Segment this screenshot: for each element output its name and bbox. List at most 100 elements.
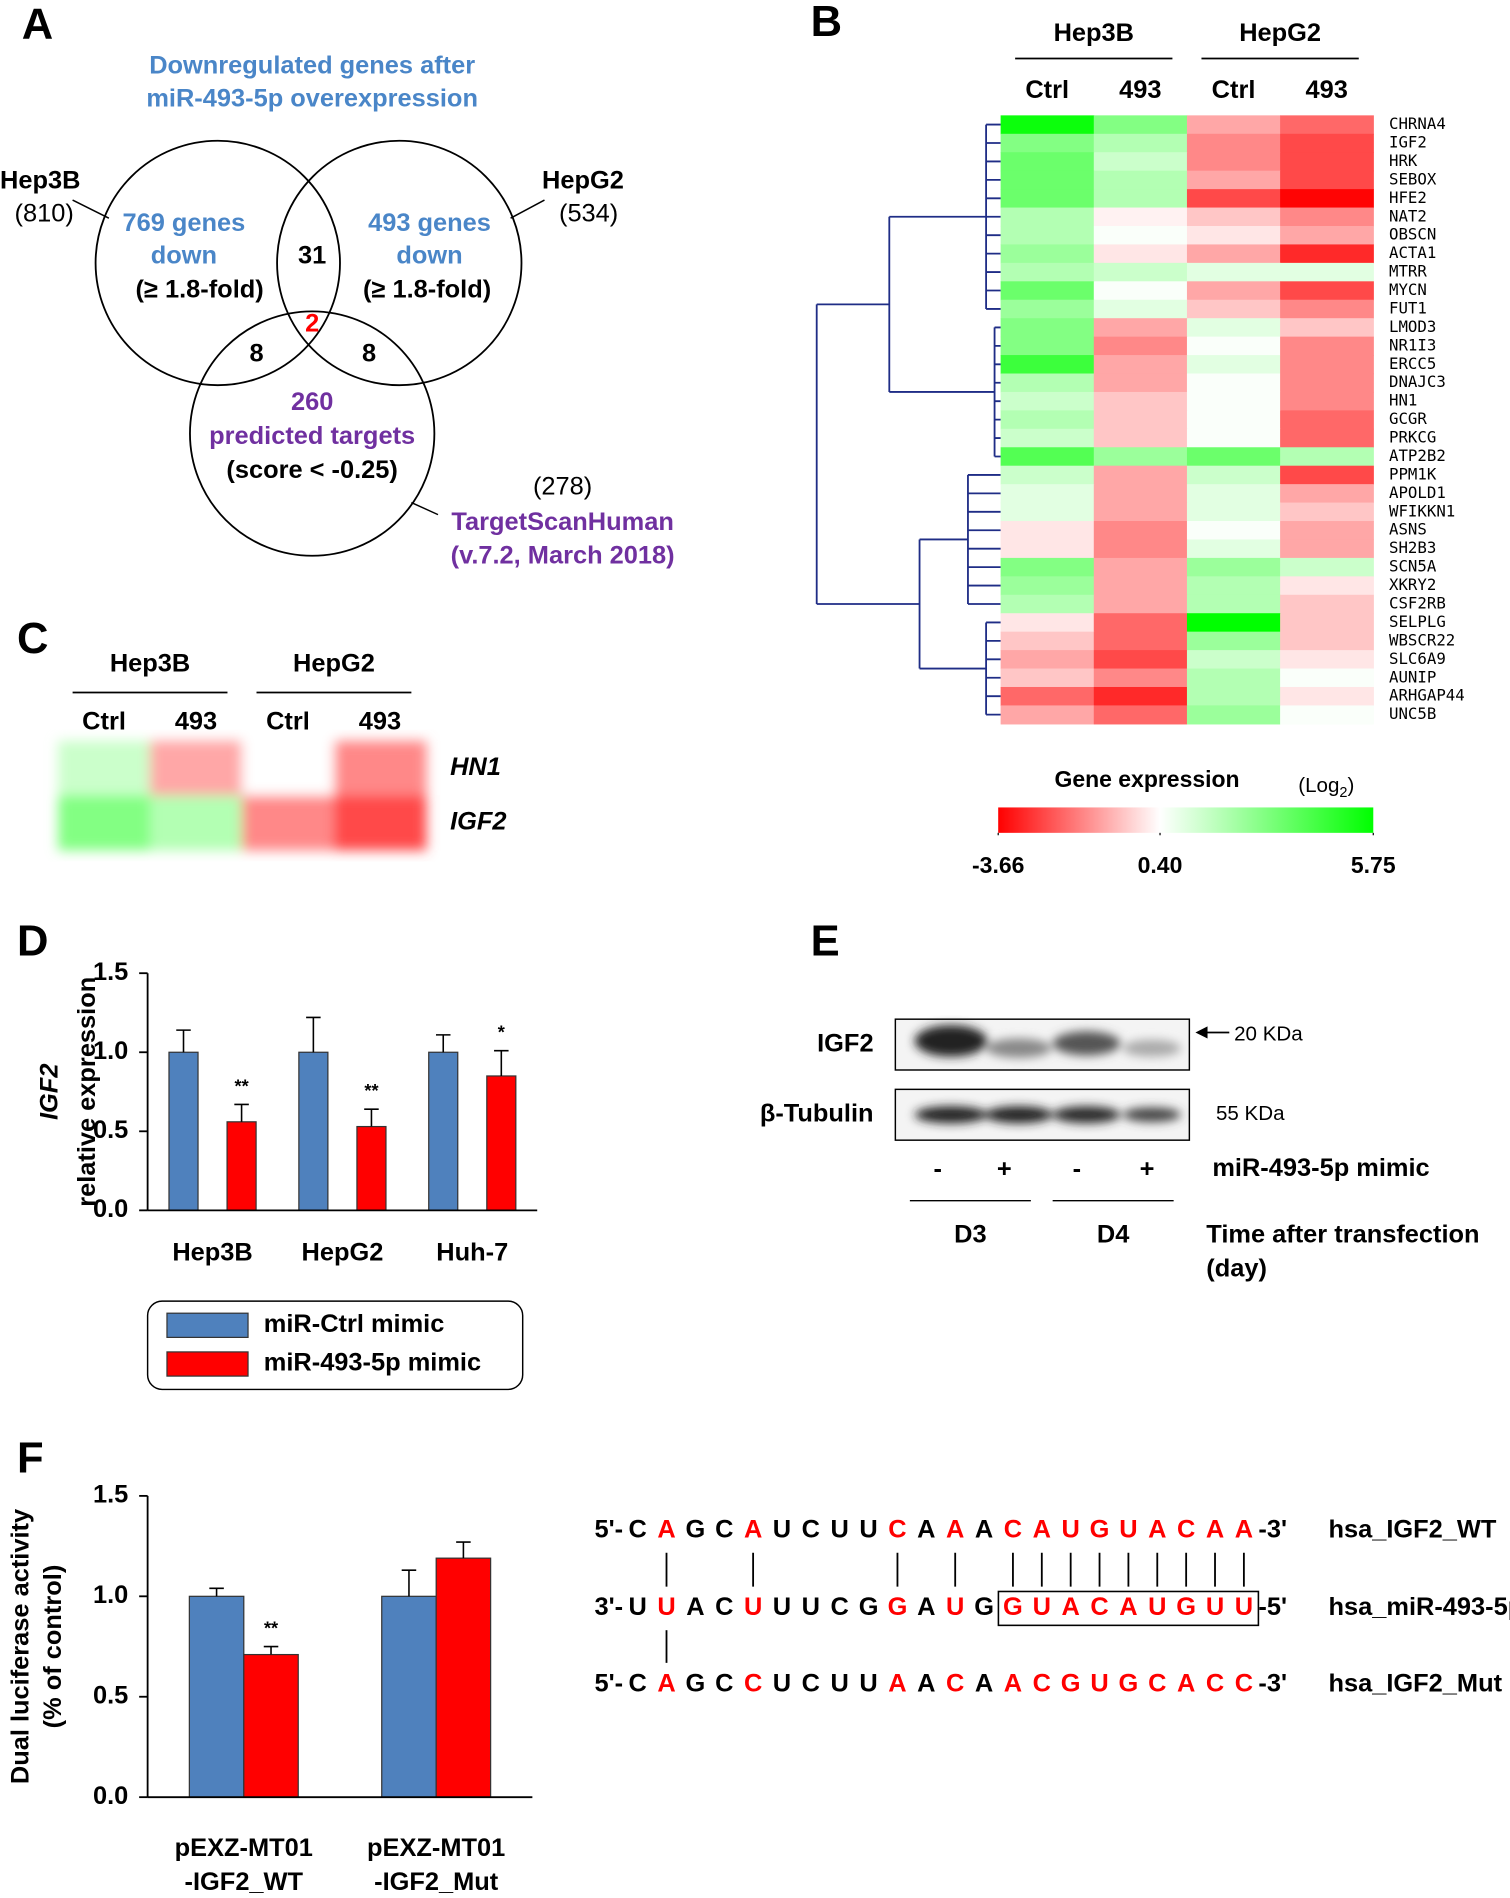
panel-label: C	[17, 615, 48, 663]
x-tick-label: HepG2	[301, 1239, 383, 1267]
set-name: HepG2	[542, 167, 624, 195]
heat-cell	[1093, 225, 1188, 246]
heat-cell	[1186, 668, 1281, 688]
bar	[243, 1653, 299, 1798]
heat-cell	[1093, 410, 1188, 430]
band	[984, 1106, 1053, 1124]
row-label: HN1	[450, 753, 501, 781]
row-label: XKRY2	[1389, 575, 1436, 594]
heat-cell	[1280, 244, 1374, 264]
heat-cell	[1280, 355, 1374, 375]
column-label: Ctrl	[266, 707, 310, 735]
heat-cell	[1280, 336, 1374, 356]
overlap-count: 31	[298, 242, 326, 270]
colorbar-tick-label: 5.75	[1351, 852, 1396, 878]
heat-cell	[1093, 373, 1188, 393]
heat-cell	[1093, 355, 1188, 375]
heat-cell	[1186, 465, 1281, 485]
heat-cell	[1000, 207, 1095, 227]
nucleotide: A	[975, 1669, 993, 1697]
y-axis-label: relative expression	[73, 977, 101, 1207]
time: D4	[1097, 1220, 1129, 1248]
sign: -	[1073, 1155, 1081, 1183]
dendrogram	[985, 621, 1001, 716]
significance: *	[498, 1023, 506, 1043]
heat-cell	[1280, 521, 1374, 541]
nucleotide: U	[802, 1593, 820, 1621]
heat-cell	[1186, 502, 1281, 522]
seq-suffix: -5'	[1258, 1593, 1287, 1621]
nucleotide: C	[628, 1669, 646, 1697]
error-bar	[176, 1029, 191, 1053]
heat-cell	[1000, 428, 1095, 448]
column-label: 493	[175, 707, 217, 735]
heat-cell	[1280, 133, 1374, 153]
heat-cell	[1093, 594, 1188, 614]
x-tick-label: pEXZ-MT01	[367, 1834, 505, 1862]
set-label: (≥ 1.8-fold)	[136, 275, 264, 303]
heat-cell	[1093, 502, 1188, 522]
group-label: Hep3B	[1054, 19, 1134, 47]
heat-cell	[1000, 521, 1095, 541]
heat-cell	[1186, 299, 1281, 319]
set-label: down	[151, 242, 217, 270]
nucleotide: C	[628, 1516, 646, 1544]
heat-cell	[1000, 133, 1095, 153]
x-tick-label: pEXZ-MT01	[175, 1834, 313, 1862]
heat-cell	[1000, 410, 1095, 430]
nucleotide: G	[974, 1593, 994, 1621]
heat-cell	[1186, 373, 1281, 393]
heat-cell	[1280, 225, 1374, 246]
significance: **	[235, 1076, 250, 1096]
heat-cell	[1280, 318, 1374, 338]
heat-cell	[1000, 613, 1095, 633]
group-label: HepG2	[293, 649, 375, 677]
heat-cell	[1280, 502, 1374, 522]
nucleotide: A	[657, 1669, 675, 1697]
nucleotide: C	[1177, 1516, 1195, 1544]
nucleotide: U	[744, 1593, 762, 1621]
error-bar	[209, 1587, 224, 1597]
nucleotide: C	[888, 1516, 906, 1544]
heat-cell	[1186, 207, 1281, 227]
heat-cell	[1280, 594, 1374, 614]
heat-cell	[1280, 262, 1374, 282]
leader	[72, 199, 110, 219]
row-label: ACTA1	[1389, 243, 1436, 262]
nucleotide: C	[715, 1516, 733, 1544]
heat-cell	[1093, 299, 1188, 319]
heat-cell	[1280, 539, 1374, 559]
row-label: PPM1K	[1389, 464, 1437, 483]
row-label: FUT1	[1389, 298, 1427, 317]
heat-cell	[1186, 594, 1281, 614]
error-bar	[435, 1034, 451, 1053]
nucleotide: C	[1235, 1669, 1253, 1697]
row-label: HN1	[1389, 391, 1417, 410]
nucleotide: G	[888, 1593, 908, 1621]
heat-cell	[1280, 428, 1374, 448]
heat-cell	[1186, 613, 1281, 633]
row-label: SH2B3	[1389, 538, 1436, 557]
nucleotide: U	[1033, 1593, 1051, 1621]
nucleotide: A	[917, 1516, 935, 1544]
heat-cell	[1000, 373, 1095, 393]
heat-cell	[58, 795, 151, 851]
heat-cell	[1093, 557, 1188, 577]
x-tick-label: -IGF2_WT	[185, 1868, 304, 1896]
set-label: 260	[291, 388, 333, 416]
nucleotide: C	[744, 1669, 762, 1697]
row-label: MYCN	[1389, 280, 1427, 299]
heat-cell	[1186, 410, 1281, 430]
nucleotide: A	[1148, 1516, 1166, 1544]
heat-cell	[1000, 705, 1095, 725]
set-label: predicted targets	[209, 422, 415, 450]
nucleotide: A	[1235, 1516, 1253, 1544]
dendrogram	[888, 215, 995, 393]
bar	[486, 1075, 517, 1211]
nucleotide: A	[1033, 1516, 1051, 1544]
error-bar	[364, 1108, 379, 1127]
row-label: APOLD1	[1389, 483, 1446, 502]
heat-cell	[1000, 115, 1095, 135]
y-tick-label: 1.5	[93, 958, 128, 986]
panel-label: D	[17, 918, 48, 966]
